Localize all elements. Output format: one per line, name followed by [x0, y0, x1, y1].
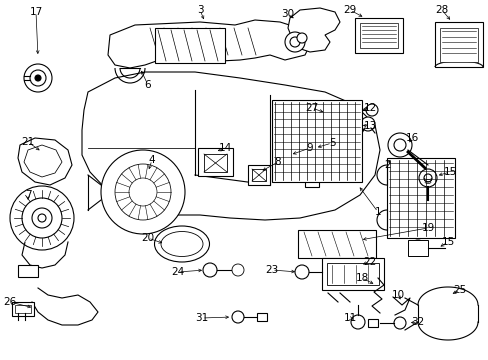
Text: 4: 4 [148, 155, 155, 165]
Text: 8: 8 [274, 157, 281, 167]
Text: 15: 15 [441, 237, 454, 247]
Bar [251, 169, 265, 181]
Text: 30: 30 [281, 9, 294, 19]
Circle shape [350, 315, 364, 329]
Circle shape [289, 37, 299, 47]
Text: 18: 18 [355, 273, 368, 283]
Text: 11: 11 [343, 313, 356, 323]
Circle shape [294, 265, 308, 279]
Circle shape [231, 311, 244, 323]
Ellipse shape [161, 231, 203, 257]
Bar [257, 313, 266, 321]
Text: 29: 29 [343, 5, 356, 15]
Text: 15: 15 [443, 167, 456, 177]
Circle shape [115, 164, 171, 220]
Circle shape [321, 106, 337, 122]
Bar [155, 28, 224, 63]
Bar [15, 305, 31, 313]
Bar [434, 22, 482, 67]
Polygon shape [18, 138, 72, 185]
Bar [203, 154, 226, 172]
Circle shape [393, 139, 405, 151]
Text: 10: 10 [390, 290, 404, 300]
Bar [271, 100, 361, 182]
Text: 22: 22 [363, 257, 376, 267]
Text: 6: 6 [144, 80, 151, 90]
Text: 23: 23 [265, 265, 278, 275]
Circle shape [10, 186, 74, 250]
Text: 24: 24 [171, 267, 184, 277]
Bar [407, 240, 427, 256]
Bar [326, 263, 378, 285]
Bar [198, 148, 232, 176]
Circle shape [32, 208, 52, 228]
Text: 12: 12 [363, 103, 376, 113]
Text: 16: 16 [405, 133, 418, 143]
Bar [354, 18, 402, 53]
Text: 9: 9 [306, 143, 313, 153]
Circle shape [129, 178, 157, 206]
Circle shape [418, 169, 436, 187]
Text: 25: 25 [452, 285, 466, 295]
Text: 31: 31 [195, 313, 208, 323]
Circle shape [24, 64, 52, 92]
Circle shape [35, 75, 41, 81]
Circle shape [101, 150, 184, 234]
Bar [359, 23, 397, 48]
Circle shape [387, 133, 411, 157]
Polygon shape [82, 72, 379, 220]
Text: 21: 21 [21, 137, 35, 147]
Polygon shape [287, 8, 339, 52]
Circle shape [22, 198, 62, 238]
Bar [321, 258, 383, 290]
Circle shape [365, 104, 377, 116]
Circle shape [325, 110, 333, 118]
Circle shape [38, 214, 46, 222]
Text: 20: 20 [141, 233, 154, 243]
Circle shape [423, 174, 431, 182]
Circle shape [203, 263, 217, 277]
Bar [439, 28, 477, 62]
Bar [386, 158, 454, 238]
Text: 13: 13 [363, 121, 376, 131]
Circle shape [285, 32, 305, 52]
Circle shape [360, 117, 374, 131]
Bar [12, 302, 34, 316]
Text: 32: 32 [410, 317, 424, 327]
Bar [305, 145, 318, 187]
Text: 17: 17 [29, 7, 42, 17]
Bar [367, 319, 377, 327]
Text: 5: 5 [328, 138, 335, 148]
Text: 2: 2 [384, 160, 390, 170]
Circle shape [30, 70, 46, 86]
Text: 28: 28 [434, 5, 447, 15]
Ellipse shape [154, 226, 209, 262]
Text: 19: 19 [421, 223, 434, 233]
Circle shape [393, 317, 405, 329]
Circle shape [296, 33, 306, 43]
Text: 27: 27 [305, 103, 318, 113]
Bar [247, 165, 269, 185]
Bar [297, 230, 375, 258]
Text: 7: 7 [24, 190, 31, 200]
Polygon shape [108, 20, 309, 68]
Bar [18, 265, 38, 277]
Circle shape [409, 240, 425, 256]
Text: 1: 1 [374, 207, 381, 217]
Circle shape [231, 264, 244, 276]
Text: 3: 3 [196, 5, 203, 15]
Text: 26: 26 [3, 297, 17, 307]
Polygon shape [24, 145, 62, 177]
Bar [285, 150, 296, 178]
Text: 14: 14 [218, 143, 231, 153]
